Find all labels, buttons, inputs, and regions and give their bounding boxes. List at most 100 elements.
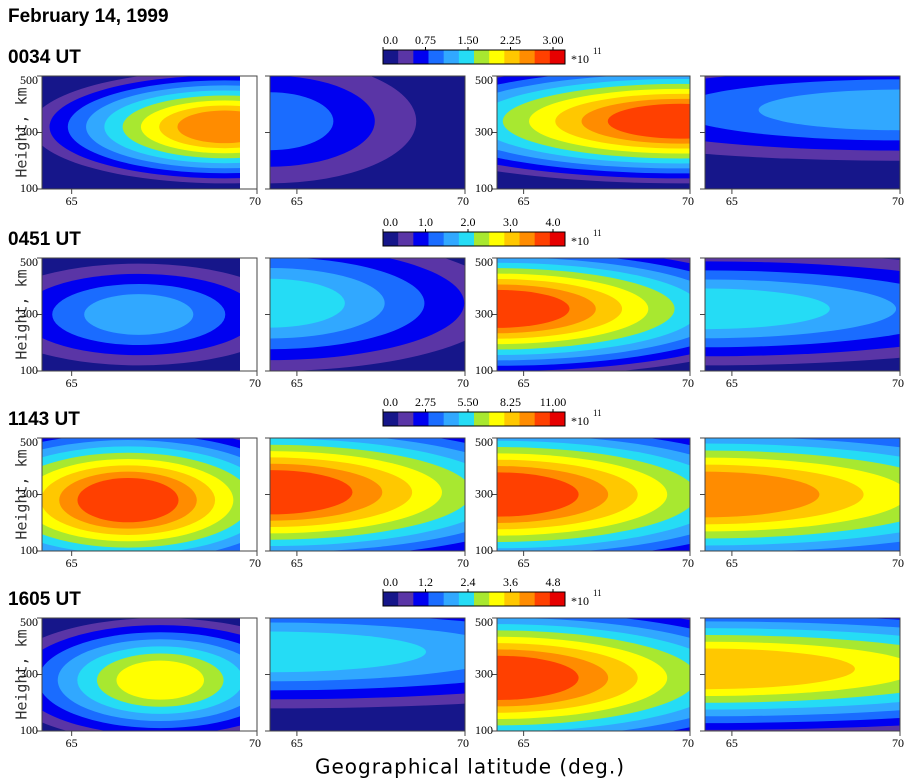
y-tick-label: 100	[20, 543, 38, 557]
colorbar-cell	[383, 412, 399, 426]
colorbar-cell	[534, 592, 551, 606]
x-tick-label: 70	[249, 194, 261, 208]
x-tick-label: 65	[518, 194, 530, 208]
y-tick-label: 100	[475, 181, 493, 195]
colorbar-cell	[489, 50, 505, 64]
x-tick-label: 65	[66, 556, 78, 570]
x-tick-label: 70	[892, 556, 904, 570]
contour-panel	[497, 438, 690, 551]
colorbar-cell	[549, 592, 566, 606]
x-tick-label: 70	[457, 194, 469, 208]
contour-panel	[705, 258, 900, 371]
y-tick-label: 500	[20, 255, 38, 269]
colorbar-cell	[504, 232, 520, 246]
x-tick-label: 70	[682, 556, 694, 570]
contour-panel	[705, 618, 900, 731]
colorbar-cell	[428, 50, 445, 64]
contour-panel	[270, 438, 465, 551]
colorbar-cell	[383, 232, 399, 246]
x-tick-label: 70	[892, 194, 904, 208]
colorbar-multiplier: *10	[571, 52, 589, 66]
colorbar-cell	[443, 592, 460, 606]
colorbar-cell	[443, 412, 460, 426]
y-tick-label: 500	[475, 73, 493, 87]
x-tick-label: 65	[66, 736, 78, 750]
contour-level	[607, 103, 690, 139]
colorbar-cell	[458, 50, 475, 64]
x-tick-label: 65	[291, 736, 303, 750]
colorbar-exponent: 11	[593, 228, 602, 238]
y-tick-label: 300	[20, 486, 38, 500]
colorbar-tick-label: 0.75	[415, 33, 436, 47]
no-data-strip	[240, 618, 257, 731]
colorbar-cell	[428, 412, 445, 426]
colorbar-cell	[519, 50, 536, 64]
y-tick-label: 500	[20, 435, 38, 449]
x-tick-label: 70	[682, 376, 694, 390]
colorbar-multiplier: *10	[571, 414, 589, 428]
x-tick-label: 65	[726, 194, 738, 208]
y-tick-label: 500	[20, 73, 38, 87]
colorbar-cell	[519, 412, 536, 426]
colorbar-cell	[458, 412, 475, 426]
x-tick-label: 70	[892, 376, 904, 390]
contour-level	[497, 289, 570, 328]
colorbar-tick-label: 0.0	[383, 575, 398, 589]
colorbar-cell	[504, 592, 520, 606]
colorbar-exponent: 11	[593, 588, 602, 598]
colorbar-cell	[398, 412, 414, 426]
contour-panel	[42, 618, 257, 731]
colorbar-tick-label: 2.4	[461, 575, 476, 589]
y-tick-label: 500	[475, 255, 493, 269]
colorbar-tick-label: 3.6	[503, 575, 518, 589]
row-label: 0451 UT	[8, 229, 81, 250]
x-tick-label: 70	[457, 376, 469, 390]
y-tick-label: 100	[475, 723, 493, 737]
colorbar-frame	[382, 231, 566, 247]
no-data-strip	[240, 76, 257, 189]
colorbar-cell	[383, 592, 399, 606]
colorbar-tick-label: 2.0	[461, 215, 476, 229]
colorbar-tick-label: 4.8	[546, 575, 561, 589]
colorbar-cell	[534, 412, 551, 426]
y-tick-label: 300	[475, 306, 493, 320]
x-axis-label: Geographical latitude (deg.)	[315, 755, 625, 779]
x-tick-label: 65	[66, 376, 78, 390]
colorbar-cell	[504, 50, 520, 64]
colorbar-cell	[489, 412, 505, 426]
colorbar-cell	[549, 50, 566, 64]
colorbar-tick-label: 11.00	[540, 395, 567, 409]
contour-level	[270, 278, 345, 328]
contour-panel	[270, 76, 465, 189]
x-tick-label: 65	[291, 194, 303, 208]
contour-level	[177, 110, 257, 144]
x-tick-label: 65	[518, 376, 530, 390]
colorbar-frame	[382, 591, 566, 607]
colorbar-tick-label: 0.0	[383, 33, 398, 47]
y-axis-label: Height, km	[13, 629, 31, 719]
colorbar-cell	[549, 412, 566, 426]
colorbar-cell	[398, 592, 414, 606]
contour-level	[705, 648, 855, 690]
colorbar-multiplier: *10	[571, 594, 589, 608]
colorbar-tick-label: 3.0	[503, 215, 518, 229]
colorbar-cell	[458, 232, 475, 246]
colorbar-exponent: 11	[593, 408, 602, 418]
colorbar-cell	[519, 592, 536, 606]
colorbar-tick-label: 1.50	[458, 33, 479, 47]
colorbar-cell	[443, 50, 460, 64]
x-tick-label: 65	[291, 376, 303, 390]
colorbar-tick-label: 1.2	[418, 575, 433, 589]
colorbar-cell	[398, 232, 414, 246]
x-tick-label: 65	[726, 736, 738, 750]
colorbar-cell	[489, 592, 505, 606]
contour-level	[497, 655, 579, 701]
contour-level	[116, 660, 205, 700]
colorbar-cell	[398, 50, 414, 64]
colorbar-cell	[413, 592, 429, 606]
y-tick-label: 100	[475, 543, 493, 557]
contour-panel	[705, 438, 900, 551]
contour-level	[497, 472, 579, 517]
y-tick-label: 100	[475, 363, 493, 377]
x-tick-label: 70	[249, 736, 261, 750]
